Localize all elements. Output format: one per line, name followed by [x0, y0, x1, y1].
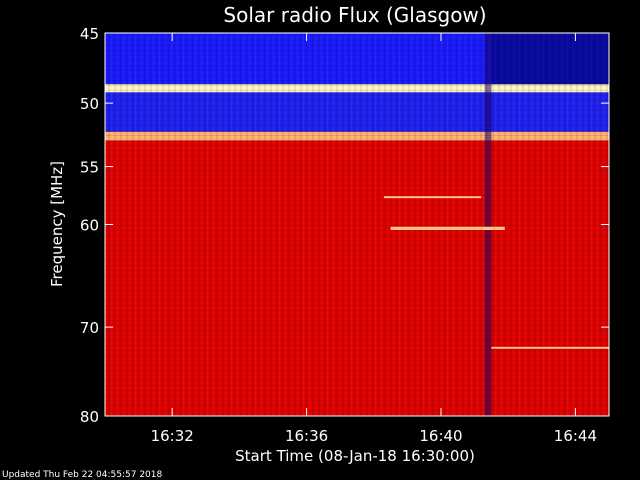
chart-title: Solar radio Flux (Glasgow) — [223, 3, 486, 27]
y-tick-label-1: 50 — [80, 95, 99, 113]
event-0 — [383, 196, 482, 199]
x-axis: 16:32 16:36 16:40 16:44 — [151, 33, 597, 445]
y-axis: 45 50 55 60 70 80 — [80, 25, 609, 426]
y-tick-label-5: 80 — [80, 408, 99, 426]
y-tick-label-2: 55 — [80, 159, 99, 177]
dark-top-region — [491, 33, 609, 85]
event-1 — [390, 226, 505, 231]
y-axis-label: Frequency [MHz] — [48, 161, 66, 287]
dark-column — [484, 33, 609, 416]
x-tick-label-3: 16:44 — [554, 427, 597, 445]
updated-timestamp: Updated Thu Feb 22 04:55:57 2018 — [2, 470, 163, 480]
x-axis-label: Start Time (08-Jan-18 16:30:00) — [235, 447, 475, 465]
texture-horizontal — [105, 33, 609, 416]
plot-area — [104, 32, 610, 417]
x-tick-label-2: 16:40 — [419, 427, 462, 445]
y-tick-label-0: 45 — [80, 25, 99, 43]
x-tick-label-1: 16:36 — [285, 427, 328, 445]
y-tick-label-4: 70 — [80, 319, 99, 337]
x-tick-label-0: 16:32 — [151, 427, 194, 445]
dark-column-strip — [484, 33, 492, 416]
y-tick-label-3: 60 — [80, 217, 99, 235]
burst-events — [383, 196, 609, 349]
event-2 — [491, 346, 609, 349]
